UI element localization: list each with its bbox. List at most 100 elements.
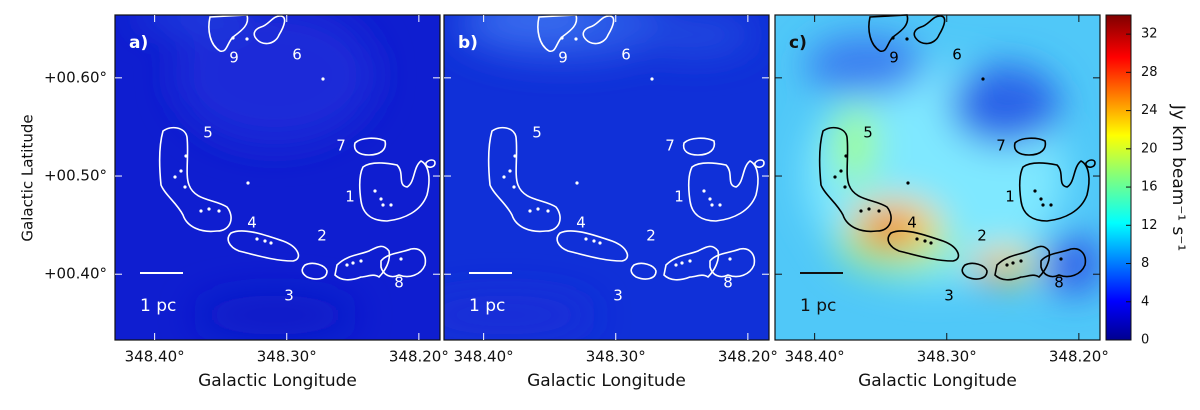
panel: 1 2 3 4 5 6 7 8 9 c) 1 pc 348.40° 348.30° 348.20° Gala… <box>774 14 1109 391</box>
region-label: 2 <box>977 227 987 245</box>
contour <box>1013 137 1047 156</box>
frame <box>774 14 1101 341</box>
scale-bar-label: 1 pc <box>800 296 836 316</box>
panel: 1 2 3 4 5 6 7 8 9 b) 1 pc 348.40° 348.30° 348.20° Gala… <box>443 14 778 391</box>
source <box>1011 261 1015 265</box>
source <box>246 181 250 185</box>
intensity <box>805 35 925 95</box>
source <box>891 36 895 40</box>
x-axis-label: Galactic Longitude <box>198 371 357 391</box>
image-blobs <box>444 15 754 335</box>
contour <box>556 230 629 262</box>
source <box>575 181 579 185</box>
intensity <box>867 224 903 242</box>
source <box>263 239 267 243</box>
region-label: 5 <box>203 124 213 142</box>
source <box>843 185 847 189</box>
contour <box>227 230 300 262</box>
region-label: 3 <box>613 287 623 305</box>
contour <box>334 245 391 281</box>
intensity <box>634 15 754 55</box>
contour <box>208 14 249 53</box>
contour <box>709 247 756 278</box>
source <box>199 209 203 213</box>
region-label: 8 <box>723 274 733 292</box>
contour <box>682 137 716 156</box>
region-label: 4 <box>576 214 586 232</box>
x-axis-label: Galactic Longitude <box>527 371 686 391</box>
region-label: 5 <box>532 124 542 142</box>
y-tick-label: +00.50° <box>44 167 107 185</box>
image-blobs <box>135 15 375 335</box>
source <box>923 239 927 243</box>
source <box>173 175 177 179</box>
source <box>512 185 516 189</box>
source <box>905 37 909 41</box>
intensity <box>195 295 355 335</box>
frame <box>114 14 441 341</box>
image-base <box>444 15 769 340</box>
source <box>321 77 325 81</box>
region-label: 8 <box>394 274 404 292</box>
source <box>379 197 383 201</box>
panel-label: a) <box>129 33 148 53</box>
region-label: 6 <box>621 46 631 64</box>
intensity <box>1045 235 1100 295</box>
source <box>528 209 532 213</box>
contour <box>868 14 909 53</box>
colorbar-tick-label: 8 <box>1141 256 1149 271</box>
source <box>1019 259 1023 263</box>
frame <box>443 14 770 341</box>
colorbar-tick-label: 0 <box>1141 333 1149 348</box>
intensity <box>980 261 1010 279</box>
source <box>710 203 714 207</box>
source <box>929 241 933 245</box>
colorbar-label: Jy km beam⁻¹ s⁻¹ <box>1168 104 1188 251</box>
contour <box>353 137 387 156</box>
source <box>245 37 249 41</box>
contour <box>1018 160 1090 222</box>
x-tick-label: 348.20° <box>718 348 778 366</box>
source <box>255 237 259 241</box>
source <box>680 261 684 265</box>
region-label: 3 <box>284 287 294 305</box>
intensity <box>835 105 875 185</box>
contour <box>380 247 427 278</box>
region-label: 2 <box>317 227 327 245</box>
x-tick-label: 348.30° <box>586 348 646 366</box>
contour <box>537 14 578 53</box>
x-tick-label: 348.40° <box>454 348 514 366</box>
source <box>231 36 235 40</box>
y-tick-label: +00.60° <box>44 68 107 86</box>
intensity <box>950 65 1060 145</box>
region-label: 4 <box>247 214 257 232</box>
source <box>877 209 881 213</box>
source <box>859 209 863 213</box>
x-axis-label: Galactic Longitude <box>858 371 1017 391</box>
source <box>584 237 588 241</box>
scale-bar-label: 1 pc <box>140 296 176 316</box>
source <box>598 241 602 245</box>
colorbar-tick-label: 28 <box>1141 65 1158 80</box>
source <box>688 259 692 263</box>
contour <box>425 159 436 168</box>
source <box>1059 257 1063 261</box>
contour <box>818 126 892 233</box>
contour <box>754 159 765 168</box>
region-label: 9 <box>558 49 568 67</box>
source <box>574 37 578 41</box>
contour <box>487 126 561 233</box>
scale-bar-label: 1 pc <box>469 296 505 316</box>
source <box>702 189 706 193</box>
contour <box>687 160 759 222</box>
source <box>269 241 273 245</box>
panel-label: c) <box>789 33 807 53</box>
colorbar-tick-label: 32 <box>1141 27 1158 42</box>
panel-label: b) <box>458 33 478 53</box>
contour <box>358 160 430 222</box>
colorbar-tick-label: 12 <box>1141 218 1158 233</box>
contour <box>301 262 328 280</box>
region-label: 7 <box>665 137 675 155</box>
region-label: 7 <box>336 137 346 155</box>
x-tick-label: 348.40° <box>785 348 845 366</box>
